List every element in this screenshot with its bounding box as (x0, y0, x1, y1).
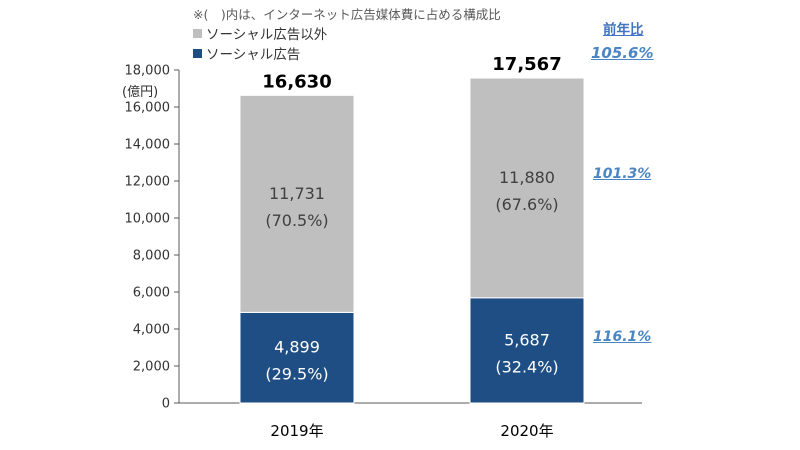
bar-share-label: (67.6%) (495, 195, 558, 214)
y-tick-label: 14,000 (125, 138, 171, 153)
bar-other (469, 77, 585, 299)
y-tick-label: 8,000 (133, 249, 170, 264)
y-tick-label: 12,000 (125, 175, 171, 190)
legend-label-social: ソーシャル広告 (206, 47, 301, 63)
legend-swatch-other (193, 29, 202, 38)
yoy-total: 105.6% (591, 44, 654, 62)
bar-total-label: 16,630 (262, 71, 331, 92)
legend-swatch-social (193, 49, 202, 58)
bar-value-label: 4,899 (274, 338, 320, 357)
yoy-social: 116.1% (593, 329, 652, 345)
bar-social (239, 311, 355, 404)
bar-social (469, 297, 585, 404)
y-tick-label: 4,000 (133, 323, 170, 338)
bar-value-label: 5,687 (504, 330, 550, 349)
legend-label-other: ソーシャル広告以外 (206, 27, 328, 43)
bar-value-label: 11,731 (269, 184, 325, 203)
bar-share-label: (29.5%) (265, 365, 328, 384)
y-tick-label: 10,000 (125, 212, 171, 227)
bar-other (239, 94, 355, 313)
y-tick-label: 16,000 (125, 101, 171, 116)
legend-item-social: ソーシャル広告 (193, 43, 300, 63)
bar-share-label: (70.5%) (265, 211, 328, 230)
yoy-other: 101.3% (593, 166, 652, 182)
bar-total-label: 17,567 (492, 54, 561, 75)
legend-item-other: ソーシャル広告以外 (193, 23, 327, 43)
x-category-label: 2020年 (500, 422, 553, 440)
y-axis-unit: (億円) (122, 85, 159, 100)
bar-value-label: 11,880 (499, 168, 555, 187)
x-category-label: 2019年 (270, 422, 323, 440)
y-tick-label: 6,000 (133, 286, 170, 301)
y-tick-label: 18,000 (125, 64, 171, 79)
y-tick-label: 2,000 (133, 360, 170, 375)
y-tick-label: 0 (162, 397, 170, 412)
footnote: ※( )内は、インターネット広告媒体費に占める構成比 (193, 7, 501, 22)
yoy-title: 前年比 (603, 22, 644, 38)
bar-share-label: (32.4%) (495, 357, 558, 376)
